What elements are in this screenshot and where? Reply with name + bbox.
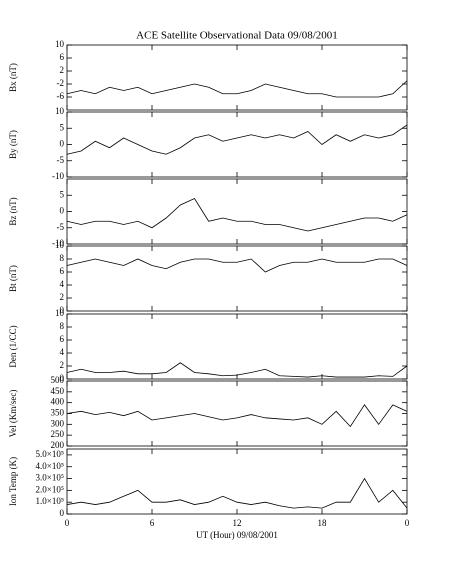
y-tick-label: 0 — [60, 508, 65, 518]
y-tick-label: 10 — [55, 39, 65, 49]
y-tick-label: -10 — [52, 171, 64, 181]
y-tick-label: 6 — [60, 52, 65, 62]
panel-frame — [66, 448, 408, 515]
chart-title: ACE Satellite Observational Data 09/08/2… — [136, 30, 338, 42]
data-line — [66, 258, 408, 273]
x-axis-label: UT (Hour) 09/08/2001 — [196, 530, 278, 540]
y-tick-label: 2 — [60, 292, 65, 302]
y-tick-label: 4.0×10⁵ — [36, 461, 64, 471]
data-line — [66, 124, 408, 155]
y-tick-label: 0 — [60, 373, 65, 383]
y-tick-label: -10 — [52, 238, 64, 248]
y-tick-label: 250 — [51, 429, 65, 439]
data-line — [66, 362, 408, 378]
y-tick-label: 8 — [60, 253, 65, 263]
y-axis-label: Den (1/CC) — [8, 325, 18, 367]
panel-frame — [66, 44, 408, 111]
y-tick-label: 6 — [60, 266, 65, 276]
y-axis-label: Bx (nT) — [8, 63, 18, 92]
y-tick-label: 8 — [60, 321, 65, 331]
y-tick-label: -2 — [57, 78, 65, 88]
y-tick-label: 0 — [60, 206, 65, 216]
panel-frame — [66, 245, 408, 312]
y-tick-label: 0 — [60, 305, 65, 315]
x-tick-label: 12 — [233, 518, 242, 528]
y-axis-label: Bt (nT) — [8, 265, 18, 292]
y-tick-label: -5 — [57, 222, 65, 232]
y-axis-label: Ion Temp (K) — [8, 457, 18, 506]
panel-frame — [66, 313, 408, 380]
panel-frame — [66, 178, 408, 245]
panel-frame — [66, 111, 408, 178]
y-tick-label: 350 — [51, 408, 65, 418]
y-tick-label: 5 — [60, 189, 65, 199]
x-tick-label: 6 — [150, 518, 155, 528]
y-tick-label: 4 — [60, 347, 65, 357]
y-tick-label: 2 — [60, 360, 65, 370]
y-axis-label: Bz (nT) — [8, 197, 18, 225]
y-tick-label: 2 — [60, 65, 65, 75]
y-tick-label: 1.0×10⁵ — [36, 496, 64, 506]
y-tick-label: 5 — [60, 122, 65, 132]
data-line — [66, 197, 408, 232]
y-tick-label: 500 — [51, 375, 65, 385]
y-tick-label: 2.0×10⁵ — [36, 484, 64, 494]
x-tick-label: 0 — [405, 518, 410, 528]
panel-frame — [66, 380, 408, 447]
y-axis-label: Vel (Km/sec) — [8, 390, 18, 438]
y-tick-label: 0 — [60, 139, 65, 149]
y-tick-label: 10 — [55, 240, 65, 250]
x-tick-label: 18 — [318, 518, 328, 528]
y-tick-label: 6 — [60, 334, 65, 344]
x-tick-label: 0 — [65, 518, 70, 528]
data-line — [66, 80, 408, 98]
y-tick-label: 5.0×10⁵ — [36, 449, 64, 459]
y-tick-label: -5 — [57, 155, 65, 165]
y-tick-label: 450 — [51, 386, 65, 396]
y-tick-label: -6 — [57, 91, 65, 101]
data-line — [66, 477, 408, 509]
y-tick-label: 4 — [60, 279, 65, 289]
data-line — [66, 404, 408, 428]
y-tick-label: 400 — [51, 397, 65, 407]
y-tick-label: 10 — [55, 106, 65, 116]
y-tick-label: 3.0×10⁵ — [36, 473, 64, 483]
y-tick-label: 200 — [51, 440, 65, 450]
y-tick-label: 300 — [51, 418, 65, 428]
y-axis-label: By (nT) — [8, 130, 18, 159]
y-tick-label: 10 — [55, 308, 65, 318]
